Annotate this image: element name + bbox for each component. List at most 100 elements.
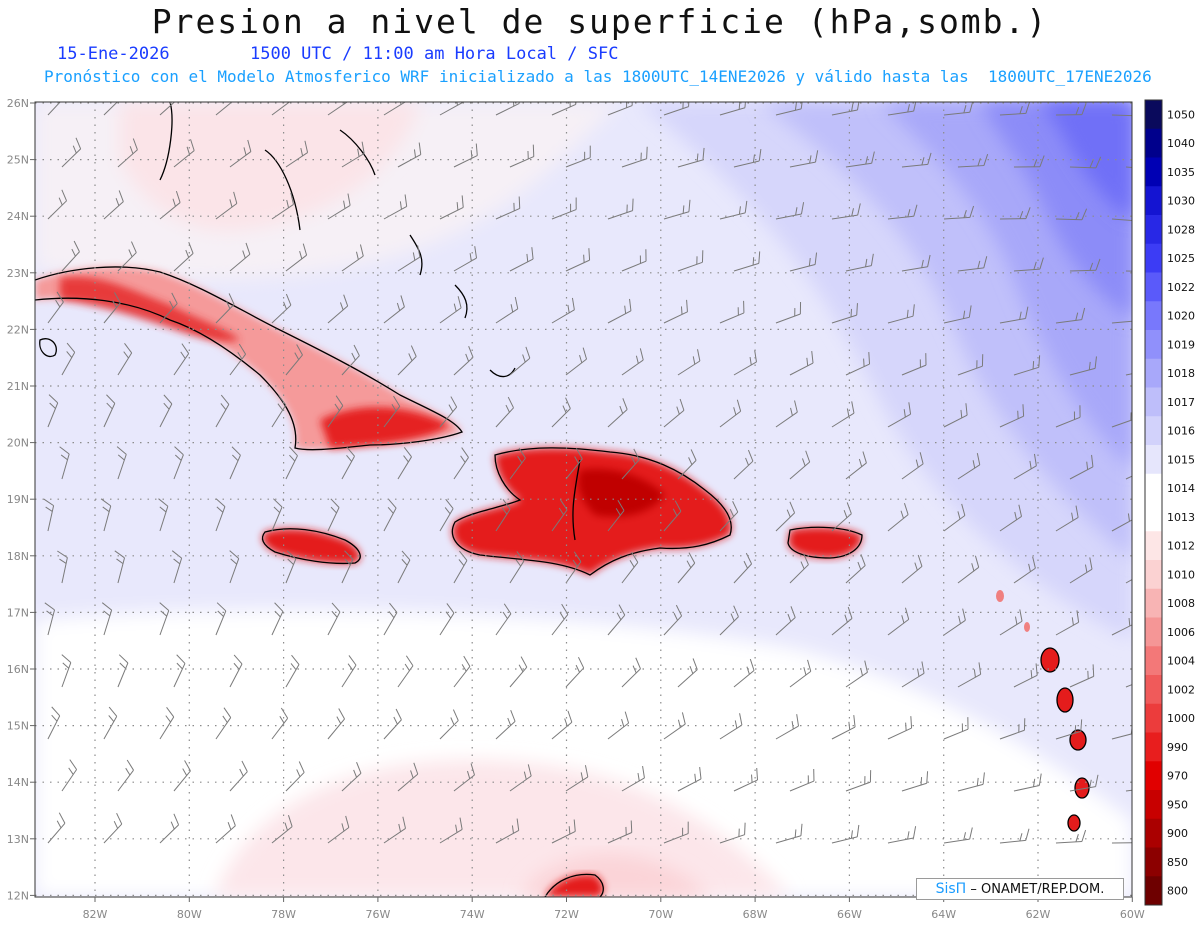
colorbar-swatch [1145,301,1162,331]
colorbar-label: 850 [1167,856,1188,869]
wind-barb-flag [359,244,364,257]
colorbar-swatch [1145,617,1162,647]
wind-barb-flag [856,303,858,316]
wind-barb-flag [457,296,462,308]
wind-barb [1013,268,1040,272]
wind-barb [439,307,462,324]
wind-barb [957,165,984,168]
wind-barb [607,105,633,116]
wind-barb [173,253,194,272]
wind-barb-flag [847,606,853,619]
wind-barb [117,454,127,480]
wind-barb-flag [49,402,56,409]
wind-barb-flag [405,655,414,667]
wind-barb-flag [290,663,297,671]
wind-barb-flag [291,654,300,665]
wind-barb [229,771,248,792]
wind-barb [663,615,682,636]
wind-barb-flag [702,147,705,160]
wind-barb [663,510,682,532]
wind-barb-flag [220,403,227,410]
wind-barb-flag [290,192,294,205]
wind-barb-flag [339,302,344,311]
wind-barb-flag [158,498,169,507]
wind-barb [1069,675,1094,688]
wind-barb-flag [116,446,127,455]
wind-barb-flag [907,209,911,218]
wind-barb-flag [1138,210,1143,221]
colorbar-label: 950 [1167,798,1188,811]
wind-barb [677,159,704,168]
wind-barb-flag [618,604,626,616]
wind-barb [1013,567,1036,584]
wind-barb [1069,786,1096,792]
wind-barb [341,355,360,376]
wind-barb [943,838,970,844]
wind-barb-flag [811,351,814,364]
wind-barb-flag [575,448,583,460]
wind-barb [775,512,795,532]
wind-barb-flag [1089,557,1093,570]
wind-barb [103,302,121,324]
wind-barb [999,729,1025,740]
wind-barb-flag [503,603,512,615]
wind-barb [999,112,1026,116]
colorbar-swatch [1145,732,1162,762]
wind-barb [943,515,966,532]
wind-barb [943,111,970,116]
wind-barb-flag [917,668,920,677]
colorbar-swatch [1145,818,1162,848]
wind-barb [61,557,68,584]
wind-barb-flag [912,826,917,839]
wind-barb [285,664,300,688]
wind-barb-flag [1019,211,1024,219]
wind-barb [1069,466,1094,480]
lon-label: 78W [271,908,296,921]
wind-barb-flag [353,769,358,778]
wind-barb-flag [523,771,527,780]
wind-barb [887,727,912,740]
wind-barb-flag [1138,831,1142,842]
wind-barb [271,304,292,324]
wind-barb-flag [108,715,115,722]
wind-barb [663,723,686,740]
wind-barb [453,560,468,584]
wind-barb-flag [1025,306,1029,319]
lat-label: 26N [7,97,29,110]
map-title: Presion a nivel de superficie (hPa,somb.… [151,2,1049,41]
wind-barb-flag [216,602,227,612]
wind-barb-flag [474,246,478,259]
credit-box: SisΠ – ONAMET/REP.DOM. [916,878,1124,900]
lat-label: 21N [7,380,29,393]
wind-barb-flag [166,707,175,718]
wind-barb-flag [56,820,62,829]
wind-barb [439,102,463,116]
wind-barb-flag [734,720,738,729]
wind-barb [173,558,183,584]
wind-barb-flag [450,717,455,726]
wind-barb-flag [458,559,465,566]
wind-barb-flag [461,447,469,458]
wind-barb [159,824,179,844]
colorbar-swatch [1145,445,1162,475]
wind-barb-flag [794,102,797,111]
wind-barb [943,414,968,428]
wind-barb-flag [814,252,818,265]
wind-barb [229,558,240,584]
wind-barb-flag [518,196,521,209]
wind-barb-flag [919,452,924,465]
wind-barb [117,352,133,376]
wind-barb [285,152,308,168]
wind-barb-flag [579,354,583,363]
wind-barb-flag [976,452,981,465]
wind-barb-flag [525,346,531,359]
colorbar-label: 1000 [1167,712,1195,725]
colorbar-label: 1016 [1167,425,1195,438]
wind-barb [509,258,534,272]
wind-barb-flag [128,249,133,258]
wind-barb-flag [906,309,909,318]
wind-barb-flag [754,350,757,363]
wind-barb-flag [172,94,175,101]
wind-barb-flag [100,498,112,507]
wind-barb-flag [452,709,459,721]
